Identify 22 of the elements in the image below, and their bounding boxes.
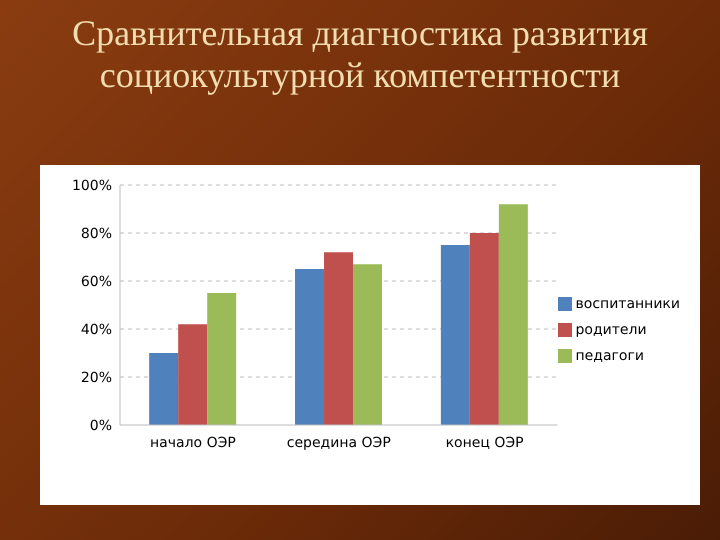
- bar: [440, 245, 470, 425]
- y-tick-label: 100%: [72, 178, 112, 194]
- x-tick-label: конец ОЭР: [446, 435, 524, 451]
- bar: [178, 324, 208, 425]
- bar: [324, 252, 354, 425]
- x-tick-label: начало ОЭР: [150, 435, 236, 451]
- y-tick-label: 80%: [80, 226, 112, 242]
- y-tick-label: 20%: [80, 370, 112, 386]
- y-tick-label: 0%: [90, 418, 112, 434]
- legend-label: педагоги: [576, 348, 644, 364]
- y-tick-label: 40%: [80, 322, 112, 338]
- x-tick-label: середина ОЭР: [286, 435, 391, 451]
- bar: [470, 233, 499, 425]
- legend-label: родители: [576, 322, 647, 338]
- chart-title: Сравнительная диагностика развития социокультурной компетентности: [71, 12, 649, 96]
- bar: [207, 293, 236, 425]
- bar: [295, 269, 324, 425]
- y-tick-label: 60%: [80, 274, 112, 290]
- bar: [353, 264, 382, 425]
- bar: [149, 353, 178, 425]
- legend-label: воспитанники: [576, 296, 680, 312]
- bar: [498, 204, 528, 425]
